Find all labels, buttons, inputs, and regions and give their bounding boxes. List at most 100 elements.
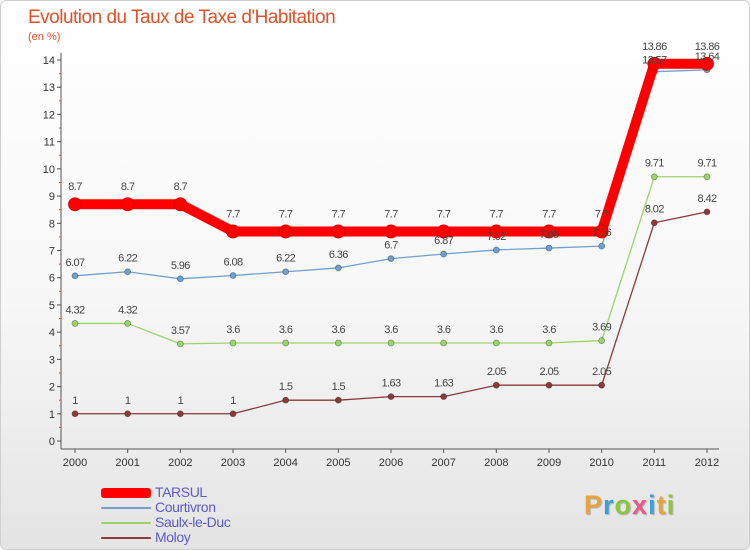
- data-point: [492, 246, 500, 254]
- data-point: [282, 339, 290, 347]
- data-point: [703, 173, 711, 181]
- data-point: [489, 224, 504, 239]
- data-point: [282, 268, 290, 276]
- legend-item-saulx-le-duc: Saulx-le-Duc: [101, 515, 231, 530]
- chart-subtitle: (en %): [28, 31, 61, 43]
- data-point: [176, 410, 184, 418]
- data-point: [542, 224, 556, 239]
- data-label: 3.6: [279, 324, 293, 336]
- x-tick-label: 2008: [484, 457, 508, 469]
- data-point: [387, 339, 395, 347]
- data-point: [71, 272, 79, 280]
- data-label: 4.32: [118, 304, 137, 316]
- data-point: [650, 219, 658, 227]
- data-label: 6.08: [223, 257, 242, 269]
- data-label: 1.5: [279, 381, 293, 393]
- legend-item-moloy: Moloy: [101, 530, 230, 545]
- data-point: [387, 393, 395, 401]
- y-tick-label: 3: [49, 354, 55, 366]
- data-label: 7.02: [487, 231, 506, 243]
- brand-letter: i: [648, 490, 657, 520]
- y-tick-label: 13: [43, 82, 55, 94]
- data-point: [384, 224, 398, 239]
- data-point: [545, 381, 553, 389]
- data-point: [492, 381, 500, 389]
- data-point: [120, 197, 135, 212]
- data-label: 7.7: [279, 208, 293, 220]
- data-label: 7.7: [542, 208, 556, 220]
- brand-letter: t: [656, 490, 667, 520]
- data-label: 5.96: [171, 260, 190, 272]
- data-label: 9.71: [645, 158, 664, 170]
- data-label: 8.7: [174, 181, 188, 193]
- data-point: [703, 208, 711, 216]
- data-label: 1.63: [434, 378, 453, 390]
- x-tick-label: 2012: [695, 457, 719, 469]
- data-point: [436, 224, 451, 239]
- x-tick-label: 2011: [643, 457, 667, 469]
- brand-letter: r: [603, 490, 615, 520]
- data-label: 6.22: [118, 253, 137, 265]
- y-tick-label: 10: [43, 164, 55, 176]
- data-point: [700, 56, 714, 71]
- data-point: [334, 339, 342, 347]
- data-point: [229, 339, 237, 347]
- data-point: [71, 410, 79, 418]
- x-tick-label: 2010: [589, 457, 613, 469]
- data-label: 2.05: [539, 366, 558, 378]
- data-label: 3.6: [332, 324, 346, 336]
- data-point: [492, 339, 500, 347]
- y-tick-label: 0: [49, 436, 55, 448]
- brand-letter: o: [614, 490, 633, 520]
- x-tick-label: 2001: [115, 457, 139, 469]
- data-point: [598, 381, 606, 389]
- data-label: 1: [72, 395, 78, 407]
- y-tick-label: 11: [44, 137, 55, 149]
- legend-swatch: [101, 487, 151, 498]
- y-tick-label: 8: [49, 218, 55, 230]
- x-tick-label: 2006: [379, 457, 403, 469]
- data-label: 1: [230, 395, 236, 407]
- data-label: 7.7: [384, 208, 398, 220]
- data-label: 3.6: [384, 324, 398, 336]
- y-tick-label: 5: [49, 300, 55, 312]
- legend-item-courtivron: Courtivron: [101, 500, 230, 515]
- data-label: 13.57: [642, 55, 667, 67]
- data-point: [545, 244, 553, 252]
- data-point: [124, 410, 132, 418]
- x-tick-label: 2005: [326, 457, 350, 469]
- data-label: 6.22: [276, 253, 295, 265]
- data-label: 6.36: [329, 249, 348, 261]
- data-point: [176, 340, 184, 348]
- data-label: 3.69: [592, 322, 611, 334]
- legend: TARSUL Courtivron Saulx-le-Duc Moloy: [101, 485, 231, 545]
- data-label: 2.05: [592, 366, 611, 378]
- legend-label: Moloy: [155, 529, 191, 545]
- x-axis-ticks: 2000 2001 2002 2003 2004 2005 2006 2007 2008 2009…: [63, 449, 719, 469]
- data-label: 13.64: [695, 51, 720, 63]
- data-label: 2.05: [487, 366, 506, 378]
- data-label: 8.42: [697, 193, 716, 205]
- data-point: [176, 275, 184, 283]
- data-point: [278, 224, 293, 239]
- legend-item-tarsul: TARSUL: [101, 485, 230, 500]
- brand-letter: P: [584, 490, 604, 520]
- x-tick-label: 2007: [431, 457, 455, 469]
- series-line-tarsul: [70, 58, 712, 237]
- data-label: 3.6: [437, 324, 451, 336]
- brand-logo: Proxiti: [584, 490, 675, 521]
- data-label: 7.7: [226, 208, 240, 220]
- y-tick-label: 6: [49, 273, 55, 285]
- data-label: 7.7: [437, 208, 451, 220]
- data-point: [598, 242, 606, 250]
- data-label: 7.16: [592, 227, 611, 239]
- x-tick-label: 2004: [273, 457, 297, 469]
- data-point: [334, 396, 342, 404]
- data-label: 13.86: [642, 41, 667, 53]
- legend-swatch: [101, 506, 151, 509]
- data-label: 7.7: [595, 208, 609, 220]
- data-point: [440, 339, 448, 347]
